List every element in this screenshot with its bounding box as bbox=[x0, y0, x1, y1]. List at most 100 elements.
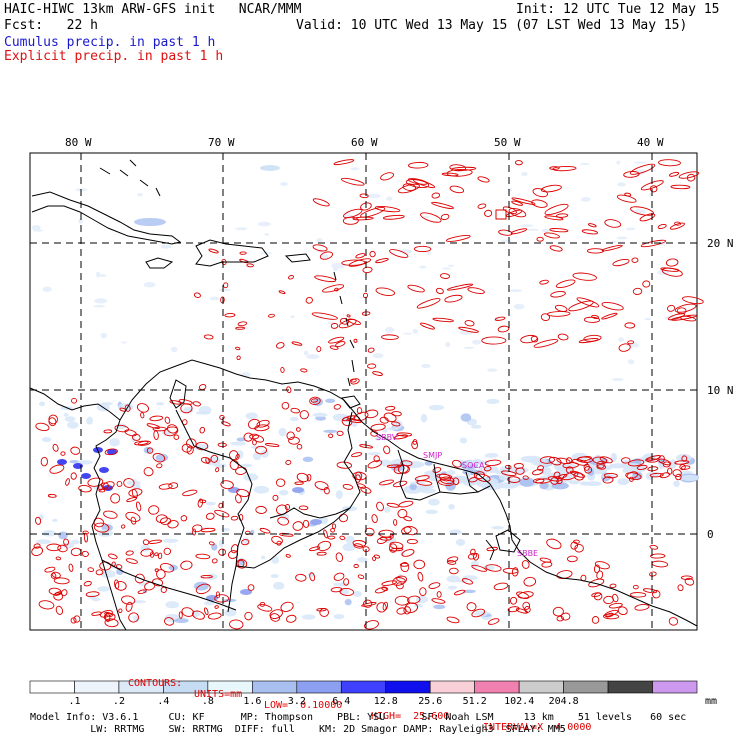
explicit-contour bbox=[546, 538, 562, 550]
explicit-contour bbox=[419, 587, 427, 597]
explicit-contour bbox=[502, 567, 519, 574]
explicit-contour bbox=[511, 200, 524, 206]
explicit-contour bbox=[343, 208, 363, 219]
country-borders bbox=[101, 409, 491, 613]
cumulus-cell bbox=[383, 507, 391, 513]
cumulus-cell bbox=[680, 474, 699, 481]
lon-label-70w: 70 W bbox=[208, 136, 235, 149]
explicit-contour bbox=[327, 535, 336, 540]
explicit-contour bbox=[203, 334, 214, 340]
cumulus-cell bbox=[81, 473, 91, 479]
explicit-contour bbox=[540, 313, 551, 321]
cumulus-cell bbox=[264, 233, 270, 236]
explicit-contour bbox=[458, 326, 479, 333]
cumulus-cell bbox=[99, 467, 109, 473]
explicit-contour bbox=[485, 564, 502, 572]
explicit-contour bbox=[128, 612, 139, 623]
cumulus-cell bbox=[673, 480, 680, 487]
explicit-contour bbox=[650, 553, 666, 559]
station-sbbe: SBBE bbox=[517, 549, 538, 558]
cumulus-cell bbox=[617, 478, 630, 486]
explicit-contour bbox=[397, 464, 410, 474]
explicit-contour bbox=[295, 573, 307, 582]
explicit-contour bbox=[428, 582, 441, 589]
cumulus-cell bbox=[253, 485, 270, 494]
cumulus-cell bbox=[413, 603, 424, 608]
station-sbbv: SBBV bbox=[376, 433, 398, 442]
explicit-contour bbox=[125, 550, 134, 556]
explicit-contour bbox=[192, 524, 203, 533]
explicit-contour bbox=[346, 314, 351, 318]
explicit-contour bbox=[322, 284, 345, 293]
explicit-contour bbox=[331, 523, 337, 529]
explicit-contour bbox=[544, 215, 564, 221]
cumulus-legend-label: Cumulus precip. in past 1 h bbox=[4, 35, 216, 50]
cumulus-cell bbox=[446, 575, 461, 583]
cumulus-cell bbox=[62, 542, 75, 549]
coastline-panama bbox=[29, 387, 127, 631]
coastline-lake-maracaibo bbox=[169, 379, 187, 409]
border-colombia-venezuela bbox=[175, 409, 253, 613]
explicit-contour bbox=[540, 184, 562, 193]
explicit-contour bbox=[550, 477, 559, 485]
explicit-contour bbox=[431, 598, 446, 604]
explicit-contour bbox=[379, 479, 394, 486]
explicit-contour bbox=[560, 612, 571, 621]
explicit-contour bbox=[341, 259, 366, 266]
border-brazil-colombia bbox=[235, 507, 351, 569]
explicit-contour bbox=[658, 458, 672, 466]
explicit-contour bbox=[323, 487, 330, 495]
explicit-contour bbox=[593, 564, 601, 574]
explicit-contour bbox=[192, 401, 201, 407]
explicit-contour bbox=[505, 464, 512, 470]
explicit-contour bbox=[195, 553, 211, 560]
explicit-contour bbox=[675, 473, 682, 481]
explicit-contour bbox=[373, 455, 380, 463]
explicit-contour bbox=[53, 592, 64, 601]
explicit-contour bbox=[55, 605, 64, 615]
explicit-contour bbox=[70, 472, 77, 480]
explicit-contour bbox=[407, 178, 428, 185]
explicit-contour bbox=[160, 586, 167, 593]
explicit-contour bbox=[568, 300, 594, 312]
explicit-contour bbox=[396, 432, 413, 437]
explicit-contour bbox=[134, 573, 145, 584]
cumulus-cell bbox=[484, 453, 499, 458]
explicit-contour bbox=[436, 591, 442, 598]
colorbar-tick-label: 3.2 bbox=[287, 696, 306, 707]
colorbar-tick-label: .8 bbox=[201, 696, 214, 707]
explicit-contour bbox=[447, 556, 459, 563]
explicit-contour bbox=[537, 465, 544, 471]
explicit-contour bbox=[82, 530, 89, 535]
explicit-contour bbox=[221, 421, 231, 427]
cumulus-cell bbox=[97, 529, 113, 537]
cumulus-cell bbox=[333, 582, 349, 587]
explicit-contour bbox=[444, 294, 463, 303]
explicit-contour bbox=[649, 185, 658, 193]
cumulus-cell bbox=[513, 303, 525, 310]
colorbar-tick-label: .2 bbox=[112, 696, 125, 707]
explicit-contour bbox=[65, 478, 70, 486]
cumulus-cell bbox=[539, 466, 552, 476]
explicit-contour bbox=[466, 602, 477, 612]
cumulus-cell bbox=[399, 249, 413, 254]
explicit-contour bbox=[362, 266, 373, 274]
explicit-contour bbox=[199, 426, 206, 434]
explicit-contour bbox=[46, 543, 62, 552]
explicit-contour bbox=[55, 556, 62, 561]
init-time: Init: 12 UTC Tue 12 May 15 bbox=[516, 2, 720, 17]
cumulus-cell bbox=[32, 229, 44, 232]
cumulus-cell bbox=[162, 538, 179, 543]
explicit-contour bbox=[624, 322, 636, 329]
explicit-contour bbox=[603, 472, 618, 479]
cumulus-cell bbox=[521, 171, 528, 177]
explicit-contour bbox=[574, 543, 584, 553]
cumulus-cell bbox=[519, 477, 535, 487]
explicit-contour bbox=[406, 538, 418, 545]
explicit-contour bbox=[402, 183, 416, 191]
border-suriname-guiana bbox=[433, 463, 441, 493]
coastline-jamaica bbox=[145, 257, 174, 269]
explicit-contour bbox=[494, 316, 506, 321]
explicit-contour bbox=[446, 168, 473, 177]
explicit-contour bbox=[210, 454, 219, 463]
